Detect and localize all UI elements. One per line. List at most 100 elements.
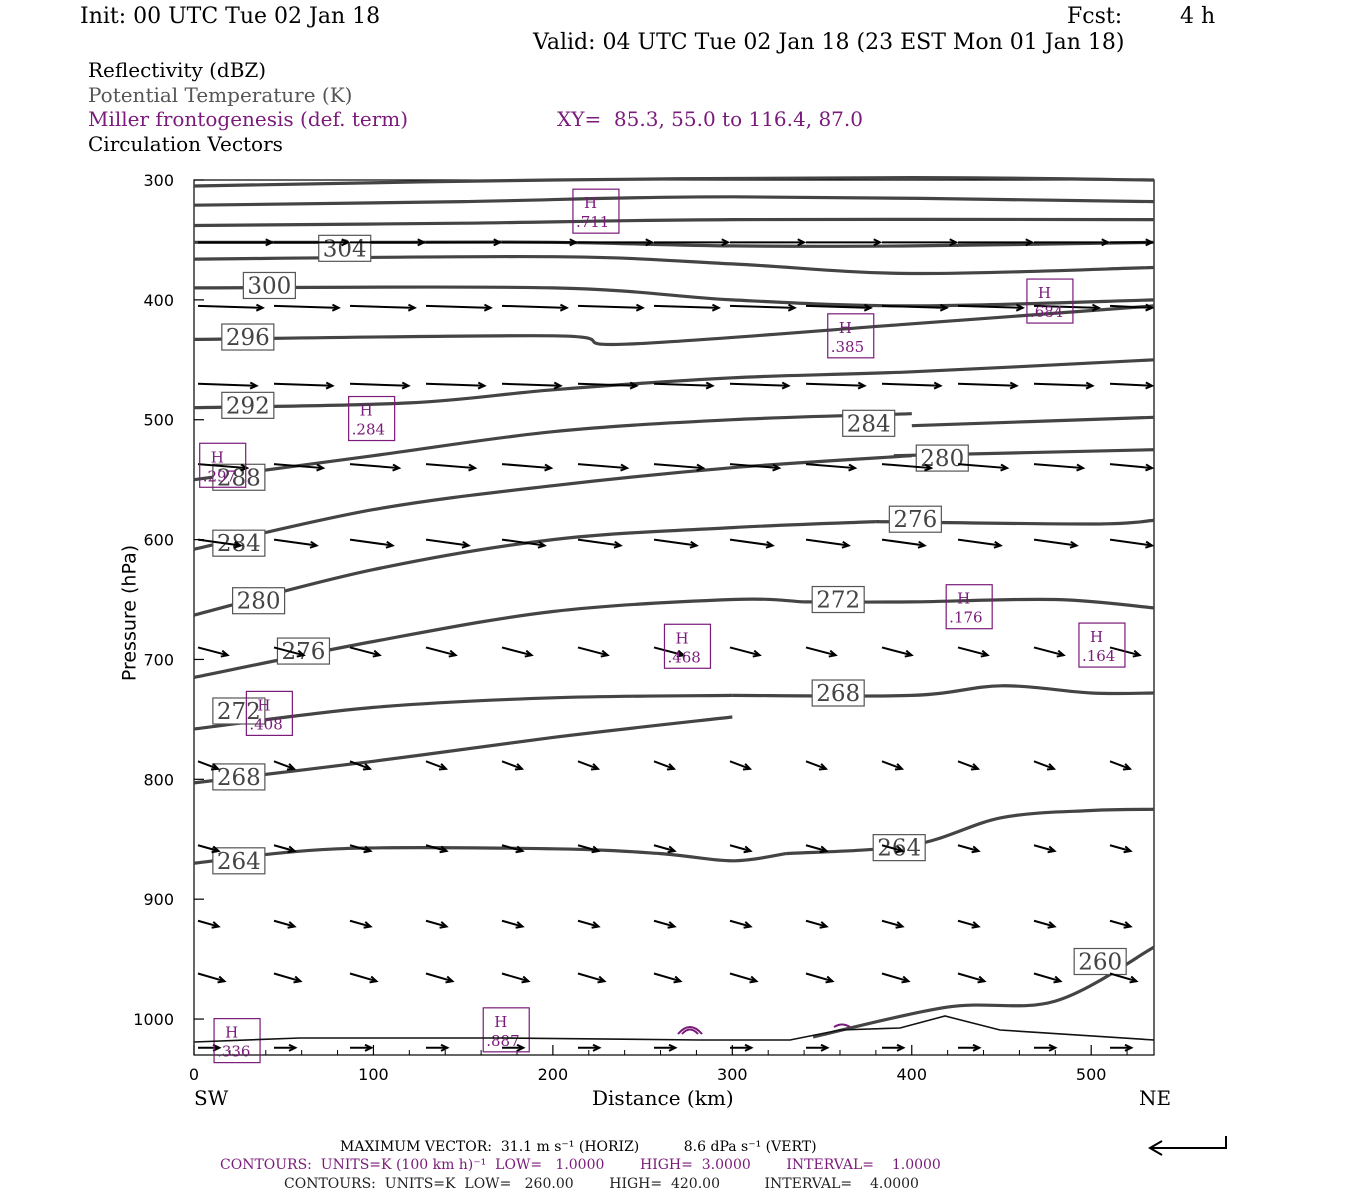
circulation-vector-5-4 [501,646,534,658]
circulation-vector-0-2 [350,238,427,247]
fronto-max-value-6: .468 [667,648,700,666]
y-tick-label-2: 500 [143,411,174,430]
header-valid: Valid: 04 UTC Tue 02 Jan 18 (23 EST Mon … [533,30,1125,55]
theta-label-box-13 [231,587,286,615]
theta-contour-18 [193,715,733,785]
reference-vector-arrow [1148,1136,1227,1156]
theta-label-16: 268 [816,681,860,707]
circulation-vector-7-11 [1033,844,1057,854]
surface-fronto-marks [677,1023,851,1035]
circulation-vector-3-5 [577,463,630,472]
circulation-vector-7-6 [653,844,677,854]
circulation-vector-7-8 [805,844,829,854]
circulation-vector-4-3 [425,538,471,549]
circulation-vector-6-6 [653,760,677,771]
circulation-vector-1-3 [425,303,493,312]
circulation-vector-4-10 [957,538,1003,549]
theta-contour-11 [193,454,912,551]
theta-label-box-12 [888,505,942,533]
theta-label-12: 276 [893,507,937,533]
circulation-vector-1-8 [805,303,873,312]
legend-frontogenesis: Miller frontogenesis (def. term) [88,107,409,131]
circulation-vector-5-7 [729,646,762,658]
circulation-vector-0-4 [502,238,579,247]
circulation-vector-4-6 [653,538,699,549]
y-tick-label-5: 800 [143,770,174,789]
circulation-vector-8-0 [197,919,221,929]
y-axis-label: Pressure (hPa) [118,544,141,682]
circulation-vector-5-3 [425,646,458,658]
circulation-vector-3-6 [653,463,706,472]
circulation-vector-1-7 [729,303,797,312]
theta-label-box-18 [212,763,266,791]
circulation-vector-8-3 [425,919,449,929]
theta-label-box-17 [212,697,266,725]
theta-contour-16 [732,684,1155,698]
circulation-vector-5-0 [197,646,230,658]
circulation-vector-9-5 [577,972,607,984]
theta-label-box-14 [811,585,865,614]
theta-contour-9 [193,412,912,482]
theta-contour-17 [193,693,733,731]
fronto-max-label-1: H [1038,284,1051,302]
fronto-max-label-2: H [839,319,852,337]
x-axis-label: Distance (km) [592,1086,734,1110]
fronto-max-value-4: .297 [203,467,236,485]
x-tick-label-5: 500 [1076,1065,1107,1084]
circulation-vector-4-7 [729,538,775,549]
theta-label-14: 272 [816,588,860,614]
circulation-vector-4-9 [881,538,927,549]
theta-label-8: 284 [847,411,891,437]
circulation-vector-1-1 [273,303,341,312]
fronto-max-value-0: .711 [576,213,609,231]
x-tick-label-2: 200 [538,1065,569,1084]
circulation-vector-3-4 [501,463,554,472]
circulation-vector-2-4 [501,381,563,390]
circulation-vector-1-11 [1033,303,1101,312]
circulation-vector-5-5 [577,646,610,658]
circulation-vector-10-11 [1034,1043,1058,1052]
fronto-max-label-6: H [675,629,688,647]
circulation-vector-0-9 [882,238,959,247]
header-init: Init: 00 UTC Tue 02 Jan 18 [80,4,381,29]
circulation-vector-2-11 [1033,381,1095,390]
circulation-vector-2-6 [653,381,715,390]
circulation-vector-9-6 [653,972,683,984]
circulation-vector-5-11 [1033,646,1066,658]
circulation-vector-4-11 [1033,538,1079,549]
circulation-vector-2-8 [805,381,867,390]
fronto-max-label-9: H [225,1024,238,1042]
circulation-vector-8-7 [729,919,753,929]
circulation-vector-10-0 [198,1043,222,1052]
circulation-vector-0-0 [198,238,275,247]
fronto-max-label-4: H [211,448,224,466]
circulation-vector-6-11 [1033,760,1057,771]
y-tick-label-1: 400 [143,291,174,310]
circulation-vector-6-3 [425,760,449,771]
circulation-vector-8-2 [349,919,373,929]
circulation-vector-5-8 [805,646,838,658]
circulation-vector-8-4 [501,919,525,929]
fronto-max-value-7: .164 [1082,647,1115,665]
fronto-max-value-1: .684 [1030,303,1063,321]
circulation-vector-7-5 [577,844,601,854]
theta-contour-19 [785,807,1155,856]
fronto-max-box-8 [245,690,293,736]
circulation-vector-1-2 [349,303,417,312]
theta-contour-13 [193,520,876,617]
theta-label-6: 296 [226,325,270,351]
theta-contour-8 [911,415,1155,428]
circulation-vector-0-1 [274,238,351,247]
circulation-vector-1-6 [653,303,721,312]
fronto-max-value-8: .408 [249,715,282,733]
plot-frame [193,179,1155,1056]
circulation-vector-7-0 [197,844,221,854]
y-tick-label-4: 700 [143,650,174,669]
theta-label-21: 260 [1078,950,1122,976]
circulation-vector-9-2 [349,972,379,984]
circulation-vector-7-1 [273,844,297,854]
circulation-vector-4-0 [197,538,243,549]
fronto-max-value-2: .385 [831,338,864,356]
circulation-vector-0-11 [1034,238,1111,247]
circulation-vector-6-12 [1109,760,1133,771]
